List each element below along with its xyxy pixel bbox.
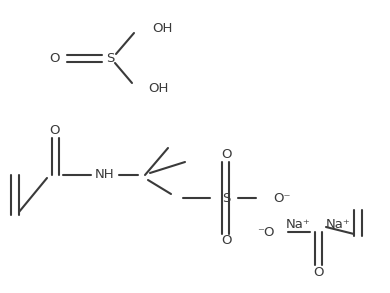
Text: S: S — [222, 192, 230, 205]
Text: OH: OH — [152, 21, 172, 35]
Text: Na⁺: Na⁺ — [326, 219, 350, 231]
Text: Na⁺: Na⁺ — [285, 219, 310, 231]
Text: NH: NH — [95, 168, 115, 181]
Text: O: O — [221, 234, 231, 248]
Text: O: O — [50, 125, 60, 137]
Text: O⁻: O⁻ — [273, 192, 291, 205]
Text: O: O — [221, 149, 231, 161]
Text: OH: OH — [148, 81, 168, 95]
Text: O: O — [49, 52, 59, 64]
Text: ⁻O: ⁻O — [257, 226, 275, 239]
Text: S: S — [106, 52, 114, 64]
Text: O: O — [313, 267, 323, 280]
